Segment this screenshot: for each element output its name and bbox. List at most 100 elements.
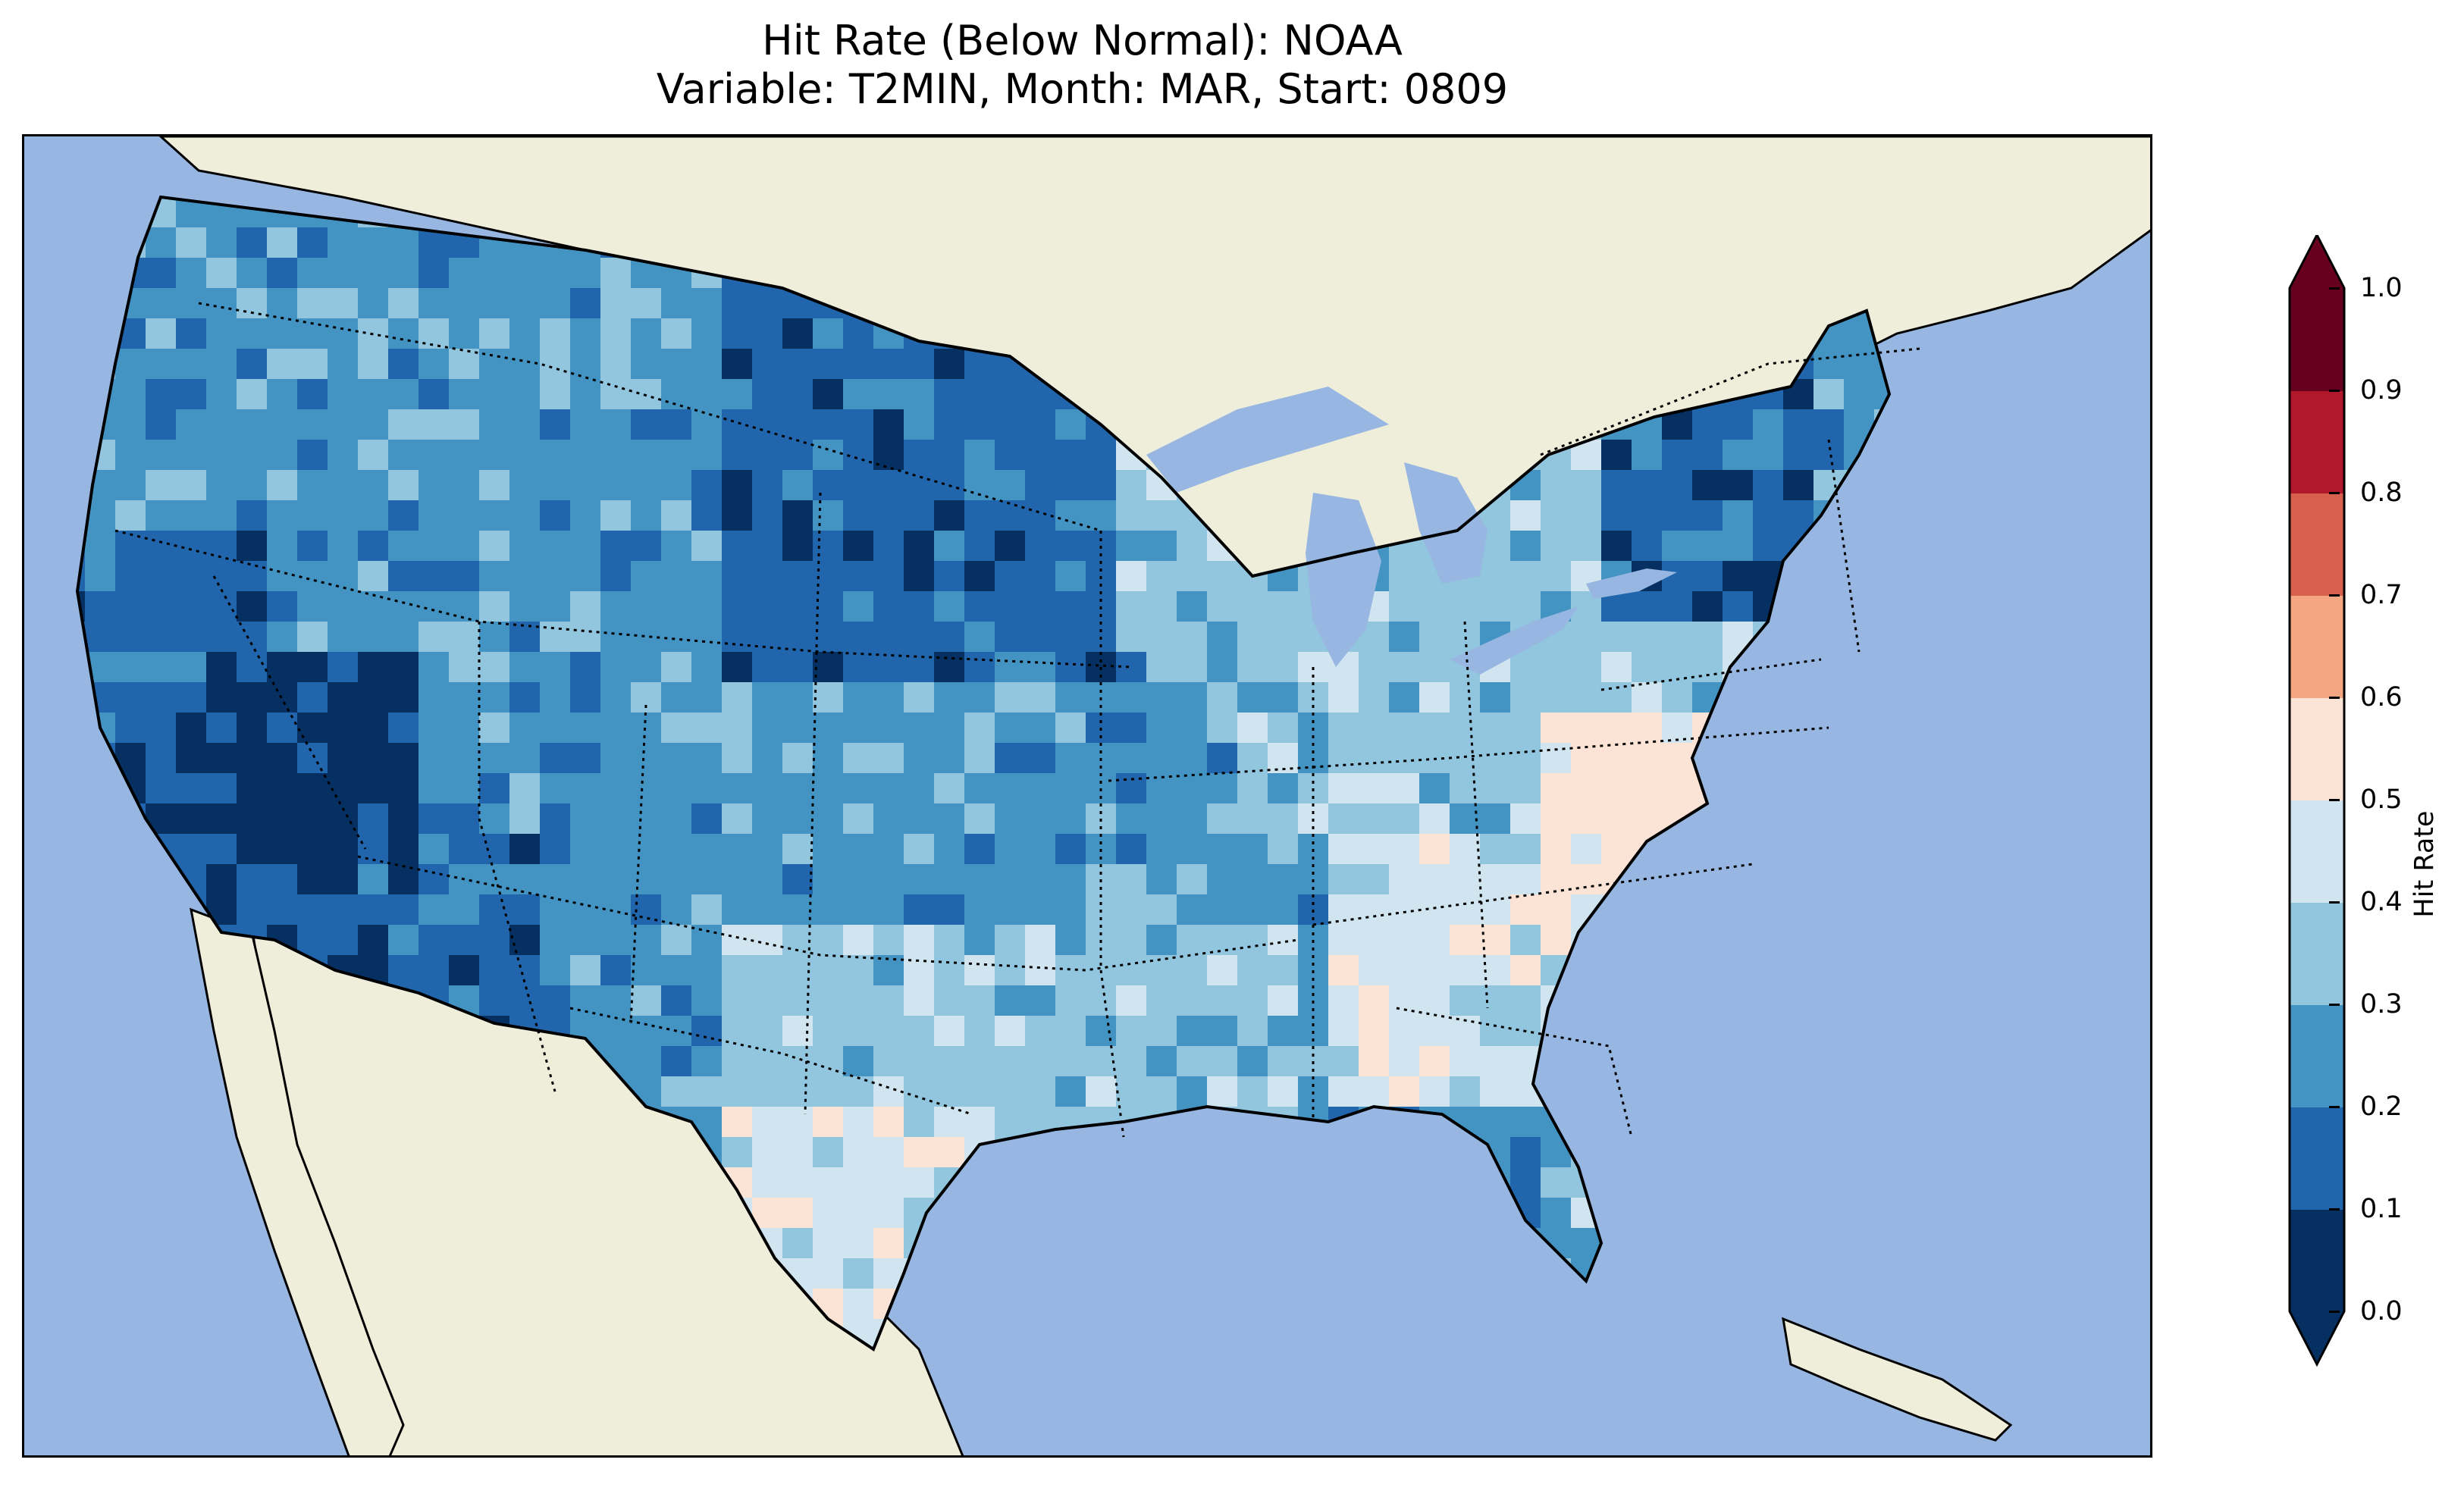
hit-rate-cell <box>237 379 268 410</box>
hit-rate-cell <box>631 409 662 440</box>
hit-rate-cell <box>419 713 450 744</box>
hit-rate-cell <box>873 440 904 471</box>
hit-rate-cell <box>388 591 419 622</box>
hit-rate-cell <box>540 773 571 804</box>
hit-rate-cell <box>1055 440 1086 471</box>
hit-rate-cell <box>691 834 723 865</box>
hit-rate-cell <box>661 318 692 349</box>
hit-rate-cell <box>449 803 480 835</box>
hit-rate-cell <box>237 227 268 258</box>
hit-rate-cell <box>1662 470 1693 501</box>
hit-rate-cell <box>1268 1046 1299 1077</box>
hit-rate-cell <box>1328 834 1359 865</box>
hit-rate-cell <box>540 925 571 956</box>
hit-rate-cell <box>267 894 298 926</box>
hit-rate-cell <box>1177 531 1208 562</box>
state-border <box>114 529 1132 669</box>
hit-rate-cell <box>752 409 783 440</box>
hit-rate-cell <box>1632 713 1663 744</box>
hit-rate-cell <box>1389 955 1420 986</box>
hit-rate-cell <box>267 500 298 531</box>
hit-rate-cell <box>843 318 874 349</box>
hit-rate-cell <box>661 500 692 531</box>
hit-rate-cell <box>1328 713 1359 744</box>
hit-rate-cell <box>1571 500 1602 531</box>
state-border <box>629 704 647 1024</box>
hit-rate-cell <box>813 1046 844 1077</box>
hit-rate-cell <box>1177 894 1208 926</box>
hit-rate-cell <box>1571 682 1602 713</box>
hit-rate-cell <box>267 440 298 471</box>
hit-rate-cell <box>1389 652 1420 683</box>
hit-rate-cell <box>813 1107 844 1138</box>
hit-rate-cell <box>873 1198 904 1229</box>
hit-rate-cell <box>995 561 1026 592</box>
hit-rate-cell <box>600 318 632 349</box>
hit-rate-cell <box>722 349 753 380</box>
hit-rate-cell <box>1328 1076 1359 1107</box>
hit-rate-cell <box>661 531 692 562</box>
hit-rate-cell <box>1419 1046 1450 1077</box>
hit-rate-cell <box>1177 561 1208 592</box>
hit-rate-cell <box>267 409 298 440</box>
hit-rate-cell <box>722 288 753 319</box>
hit-rate-cell <box>297 803 328 835</box>
hit-rate-cell <box>388 743 419 774</box>
hit-rate-cell <box>1025 743 1056 774</box>
hit-rate-cell <box>237 531 268 562</box>
hit-rate-cell <box>722 803 753 835</box>
hit-rate-cell <box>297 591 328 622</box>
hit-rate-cell <box>570 925 601 956</box>
hit-rate-cell <box>1662 773 1693 804</box>
hit-rate-cell <box>722 318 753 349</box>
hit-rate-cell <box>995 440 1026 471</box>
hit-rate-cell <box>813 409 844 440</box>
hit-rate-cell <box>782 561 813 592</box>
hit-rate-cell <box>1055 834 1086 865</box>
hit-rate-cell <box>661 985 692 1016</box>
hit-rate-cell <box>570 561 601 592</box>
hit-rate-cell <box>904 531 935 562</box>
hit-rate-cell <box>1723 591 1754 622</box>
hit-rate-cell <box>1086 440 1117 471</box>
hit-rate-cell <box>1146 894 1177 926</box>
hit-rate-cell <box>358 803 389 835</box>
hit-rate-cell <box>509 500 541 531</box>
hit-rate-cell <box>388 864 419 895</box>
hit-rate-cell <box>1268 773 1299 804</box>
hit-rate-cell <box>297 713 328 744</box>
hit-rate-cell <box>782 1167 813 1198</box>
hit-rate-cell <box>722 561 753 592</box>
hit-rate-cell <box>479 682 510 713</box>
hit-rate-cell <box>1328 682 1359 713</box>
hit-rate-cell <box>419 743 450 774</box>
hit-rate-cell <box>782 864 813 895</box>
hit-rate-cell <box>176 622 207 653</box>
hit-rate-cell <box>1268 864 1299 895</box>
hit-rate-cell <box>479 470 510 501</box>
hit-rate-cell <box>1116 1046 1147 1077</box>
hit-rate-cell <box>1632 682 1663 713</box>
hit-rate-cell <box>1389 591 1420 622</box>
hit-rate-cell <box>176 591 207 622</box>
hit-rate-cell <box>1510 955 1541 986</box>
hit-rate-cell <box>1389 743 1420 774</box>
hit-rate-cell <box>964 652 995 683</box>
hit-rate-cell <box>722 591 753 622</box>
hit-rate-cell <box>509 713 541 744</box>
hit-rate-cell <box>1146 591 1177 622</box>
hit-rate-cell <box>600 531 632 562</box>
hit-rate-cell <box>328 834 359 865</box>
hit-rate-cell <box>722 470 753 501</box>
hit-rate-cell <box>1146 834 1177 865</box>
hit-rate-cell <box>1025 773 1056 804</box>
hit-rate-cell <box>358 925 389 956</box>
hit-rate-cell <box>449 773 480 804</box>
hit-rate-cell <box>1419 682 1450 713</box>
hit-rate-cell <box>1541 531 1572 562</box>
hit-rate-cell <box>843 1289 874 1320</box>
title-line-1: Hit Rate (Below Normal): NOAA <box>762 17 1403 64</box>
hit-rate-cell <box>752 561 783 592</box>
hit-rate-cell <box>873 561 904 592</box>
hit-rate-cell <box>540 561 571 592</box>
